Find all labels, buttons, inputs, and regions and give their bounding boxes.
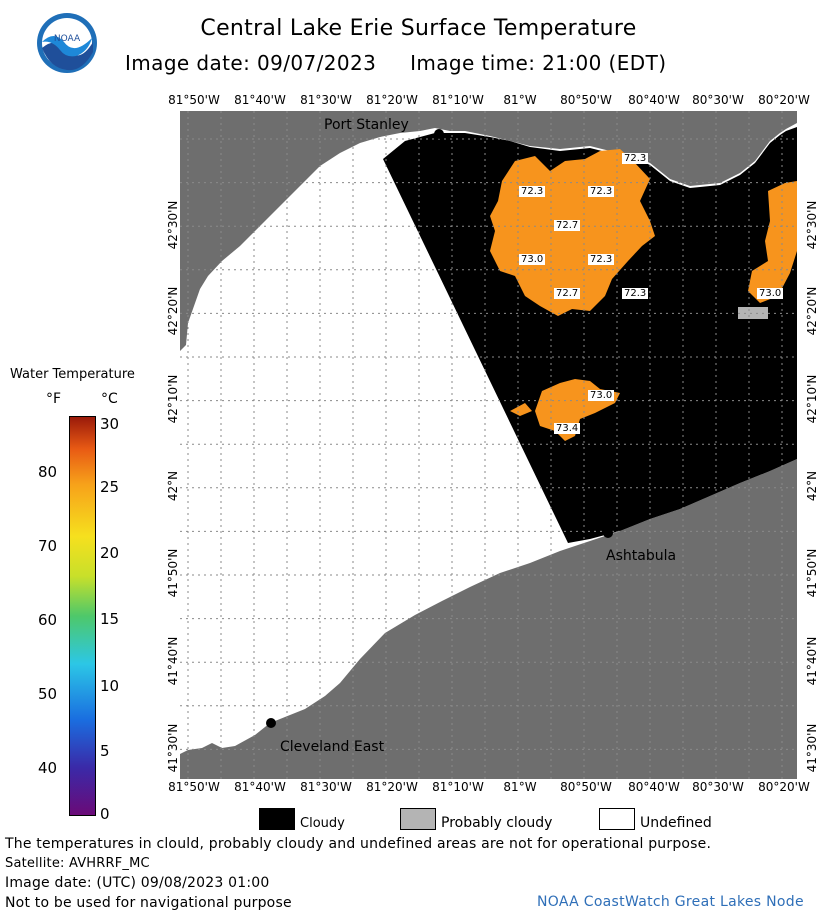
- fahrenheit-tick-label: 70: [38, 537, 58, 555]
- celsius-tick-label: 15: [100, 610, 120, 628]
- key-label-cloudy: Cloudy: [300, 816, 345, 831]
- legend-title: Water Temperature: [10, 367, 135, 382]
- temperature-label: 72.3: [622, 288, 649, 299]
- celsius-tick-label: 0: [100, 805, 110, 823]
- latitude-tick-label: 41°50'N: [166, 548, 180, 598]
- map-grid: [180, 111, 797, 779]
- temperature-label: 72.3: [519, 186, 546, 197]
- latitude-tick-label: 42°20'N: [805, 286, 819, 336]
- temperature-label: 73.4: [554, 423, 581, 434]
- longitude-tick-label: 81°W: [503, 93, 537, 107]
- color-scale-bar: [69, 416, 96, 816]
- unit-fahrenheit: °F: [46, 391, 62, 407]
- longitude-tick-label: 80°20'W: [758, 780, 810, 794]
- ashtabula-marker: [603, 528, 613, 538]
- image-datetime: Image date: 09/07/2023 Image time: 21:00…: [125, 51, 666, 75]
- place-label: Ashtabula: [606, 548, 677, 564]
- longitude-tick-label: 81°40'W: [234, 780, 286, 794]
- temperature-label: 72.3: [622, 153, 649, 164]
- longitude-tick-label: 80°30'W: [692, 780, 744, 794]
- latitude-tick-label: 41°40'N: [805, 636, 819, 686]
- latitude-tick-label: 42°30'N: [805, 200, 819, 250]
- footer-credit: NOAA CoastWatch Great Lakes Node: [537, 894, 804, 910]
- image-time: Image time: 21:00 (EDT): [410, 51, 667, 75]
- temperature-label: 72.7: [554, 288, 581, 299]
- latitude-tick-label: 41°30'N: [166, 723, 180, 773]
- longitude-tick-label: 80°20'W: [758, 93, 810, 107]
- logo-text: NOAA: [54, 34, 81, 44]
- sst-patch-right: [748, 181, 797, 303]
- longitude-tick-label: 81°W: [503, 780, 537, 794]
- key-swatch-probably-cloudy: [400, 808, 436, 830]
- footer-utc-date: Image date: (UTC) 09/08/2023 01:00: [5, 875, 270, 891]
- longitude-tick-label: 80°50'W: [560, 780, 612, 794]
- latitude-tick-label: 42°10'N: [805, 374, 819, 424]
- cleveland-east-marker: [266, 718, 276, 728]
- temperature-label: 73.0: [588, 390, 615, 401]
- temperature-label: 73.0: [757, 288, 784, 299]
- fahrenheit-tick-label: 50: [38, 685, 58, 703]
- celsius-tick-label: 10: [100, 677, 120, 695]
- sst-patch-sliver: [510, 403, 532, 416]
- longitude-tick-label: 81°20'W: [366, 93, 418, 107]
- longitude-tick-label: 81°30'W: [300, 93, 352, 107]
- key-swatch-undefined: [599, 808, 635, 830]
- celsius-tick-label: 5: [100, 742, 110, 760]
- noaa-logo: NOAA: [36, 12, 98, 74]
- temperature-label: 72.3: [588, 254, 615, 265]
- longitude-tick-label: 81°30'W: [300, 780, 352, 794]
- latitude-tick-label: 41°30'N: [805, 723, 819, 773]
- key-label-undefined: Undefined: [640, 815, 712, 831]
- unit-celsius: °C: [101, 391, 118, 407]
- latitude-tick-label: 42°N: [805, 470, 819, 502]
- key-label-probably-cloudy: Probably cloudy: [441, 815, 553, 831]
- latitude-tick-label: 41°50'N: [805, 548, 819, 598]
- longitude-tick-label: 81°50'W: [168, 93, 220, 107]
- probably-cloudy-patch: [738, 307, 768, 319]
- page-title: Central Lake Erie Surface Temperature: [200, 16, 637, 41]
- image-date: Image date: 09/07/2023: [125, 51, 377, 75]
- latitude-tick-label: 42°30'N: [166, 200, 180, 250]
- key-swatch-cloudy: [259, 808, 295, 830]
- place-label: Port Stanley: [324, 117, 409, 133]
- temperature-label: 72.7: [554, 220, 581, 231]
- fahrenheit-tick-label: 80: [38, 463, 58, 481]
- latitude-tick-label: 42°20'N: [166, 286, 180, 336]
- sst-map: [180, 111, 797, 779]
- celsius-tick-label: 25: [100, 478, 120, 496]
- footer-navigation: Not to be used for navigational purpose: [5, 895, 292, 911]
- longitude-tick-label: 81°10'W: [432, 780, 484, 794]
- port-stanley-marker: [434, 129, 444, 139]
- longitude-tick-label: 81°50'W: [168, 780, 220, 794]
- longitude-tick-label: 81°10'W: [432, 93, 484, 107]
- footer-satellite: Satellite: AVHRRF_MC: [5, 856, 150, 871]
- latitude-tick-label: 42°N: [166, 470, 180, 502]
- longitude-tick-label: 81°20'W: [366, 780, 418, 794]
- fahrenheit-tick-label: 40: [38, 759, 58, 777]
- temperature-label: 73.0: [519, 254, 546, 265]
- cloudy-area: [383, 127, 797, 543]
- fahrenheit-tick-label: 60: [38, 611, 58, 629]
- longitude-tick-label: 80°30'W: [692, 93, 744, 107]
- latitude-tick-label: 41°40'N: [166, 636, 180, 686]
- latitude-tick-label: 42°10'N: [166, 374, 180, 424]
- footer-note: The temperatures in clould, probably clo…: [5, 836, 712, 852]
- longitude-tick-label: 80°40'W: [628, 780, 680, 794]
- temperature-label: 72.3: [588, 186, 615, 197]
- celsius-tick-label: 20: [100, 544, 120, 562]
- celsius-tick-label: 30: [100, 415, 120, 433]
- longitude-tick-label: 81°40'W: [234, 93, 286, 107]
- longitude-tick-label: 80°40'W: [628, 93, 680, 107]
- longitude-tick-label: 80°50'W: [560, 93, 612, 107]
- place-label: Cleveland East: [280, 739, 385, 755]
